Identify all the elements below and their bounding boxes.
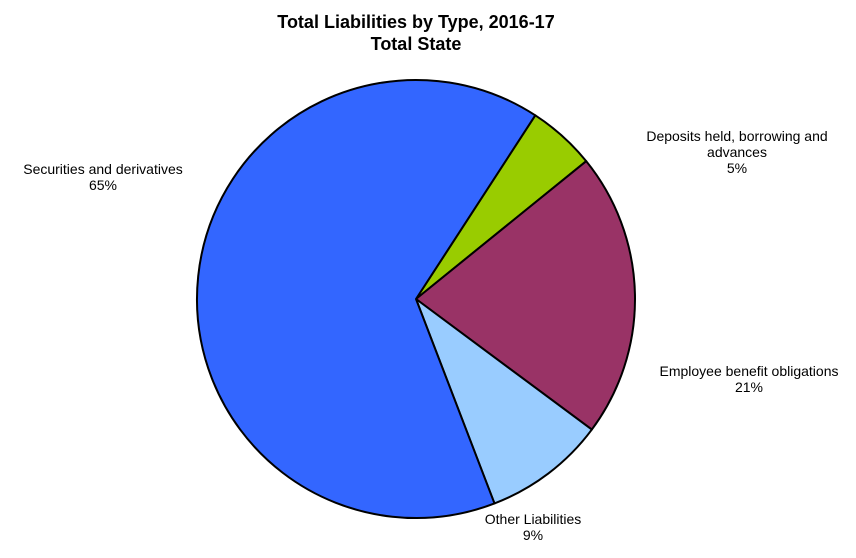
pie-slice <box>415 160 636 431</box>
slice-label: Deposits held, borrowing and advances 5% <box>646 128 827 176</box>
pie-slice <box>415 298 593 505</box>
pie-slice <box>196 79 537 519</box>
chart-title: Total Liabilities by Type, 2016-17 <box>277 12 555 32</box>
slice-label: Securities and derivatives 65% <box>23 161 183 193</box>
slice-label: Employee benefit obligations 21% <box>659 363 838 395</box>
chart-subtitle: Total State <box>370 34 462 54</box>
slice-label: Other Liabilities 9% <box>485 511 582 543</box>
